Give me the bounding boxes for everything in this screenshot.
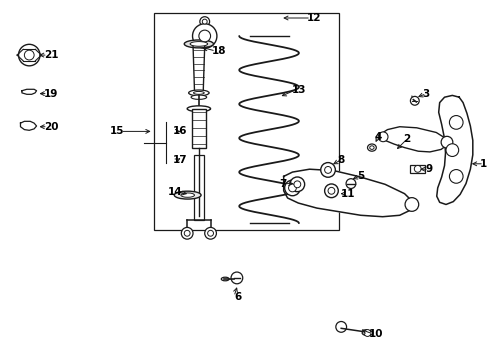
Ellipse shape (440, 136, 452, 148)
Polygon shape (193, 45, 204, 91)
Ellipse shape (364, 329, 370, 337)
Ellipse shape (184, 230, 190, 236)
Bar (153, 13, 338, 230)
Ellipse shape (200, 17, 209, 27)
Ellipse shape (192, 24, 217, 48)
Text: 8: 8 (337, 155, 344, 165)
Bar (409, 165, 424, 173)
Bar (193, 155, 204, 220)
Ellipse shape (230, 272, 242, 284)
Ellipse shape (448, 116, 462, 129)
Polygon shape (436, 95, 472, 204)
Ellipse shape (327, 187, 334, 194)
Ellipse shape (367, 144, 376, 151)
Ellipse shape (193, 91, 204, 94)
Ellipse shape (181, 228, 193, 239)
Ellipse shape (207, 230, 213, 236)
Text: 4: 4 (374, 132, 381, 142)
Text: 12: 12 (306, 13, 321, 23)
Text: 15: 15 (110, 126, 124, 136)
Ellipse shape (204, 228, 216, 239)
Ellipse shape (188, 90, 209, 96)
Ellipse shape (24, 50, 34, 60)
Polygon shape (22, 89, 37, 94)
Text: 1: 1 (479, 159, 487, 169)
Text: 3: 3 (422, 89, 429, 99)
Ellipse shape (324, 184, 338, 198)
Polygon shape (380, 127, 447, 152)
Polygon shape (20, 121, 37, 130)
Bar (191, 109, 206, 148)
Ellipse shape (221, 277, 228, 281)
Ellipse shape (369, 146, 373, 149)
Ellipse shape (335, 321, 346, 332)
Text: 17: 17 (173, 155, 187, 165)
Ellipse shape (289, 177, 304, 192)
Ellipse shape (284, 180, 300, 196)
Ellipse shape (187, 106, 210, 112)
Ellipse shape (346, 179, 355, 189)
Text: 20: 20 (44, 122, 58, 132)
Text: 14: 14 (167, 187, 182, 197)
Ellipse shape (362, 330, 372, 336)
Ellipse shape (199, 30, 210, 42)
Text: 6: 6 (234, 292, 241, 302)
Text: 9: 9 (424, 164, 431, 174)
Ellipse shape (409, 96, 418, 105)
Ellipse shape (174, 191, 201, 199)
Ellipse shape (293, 181, 300, 188)
Text: 5: 5 (357, 171, 364, 181)
Ellipse shape (404, 198, 418, 211)
Ellipse shape (191, 95, 206, 99)
Text: 16: 16 (173, 126, 187, 136)
Text: 13: 13 (291, 85, 305, 95)
Ellipse shape (413, 165, 420, 172)
Ellipse shape (19, 44, 40, 66)
Ellipse shape (378, 132, 387, 142)
Text: 11: 11 (341, 189, 355, 199)
Ellipse shape (202, 19, 207, 24)
Text: 7: 7 (279, 179, 286, 189)
Ellipse shape (320, 163, 335, 177)
Ellipse shape (181, 193, 194, 197)
Text: 2: 2 (403, 134, 410, 144)
Ellipse shape (184, 40, 213, 48)
Ellipse shape (324, 166, 331, 174)
Text: 19: 19 (44, 89, 58, 99)
Ellipse shape (190, 42, 207, 46)
Ellipse shape (288, 184, 296, 192)
Text: 18: 18 (212, 46, 226, 56)
Ellipse shape (445, 144, 458, 157)
Ellipse shape (448, 170, 462, 183)
Text: 10: 10 (368, 329, 382, 339)
Polygon shape (283, 169, 412, 217)
Text: 21: 21 (44, 50, 58, 60)
